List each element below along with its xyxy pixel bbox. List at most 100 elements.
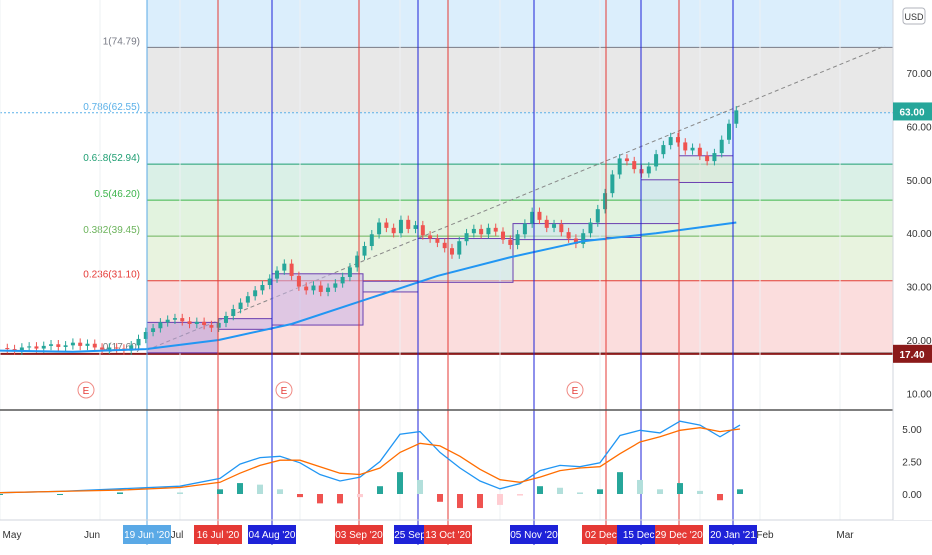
macd-histogram-bar	[637, 479, 643, 494]
candle-body	[114, 347, 119, 349]
candle-body	[486, 227, 491, 235]
candle-body	[610, 174, 615, 194]
candle-body	[727, 123, 731, 140]
low-price-label: 17.40	[899, 350, 924, 361]
date-flag	[335, 525, 383, 544]
candle-body	[391, 227, 396, 234]
candle-body	[136, 338, 141, 346]
macd-histogram-bar	[477, 494, 483, 509]
time-axis-label: Mar	[836, 530, 854, 541]
candle-body	[428, 235, 433, 239]
candle-body	[544, 219, 549, 228]
macd-histogram-bar	[697, 490, 703, 494]
candle-body	[340, 276, 345, 284]
candle-body	[515, 234, 520, 245]
earnings-label: E	[572, 386, 579, 397]
candle-body	[442, 242, 447, 249]
fib-zone	[147, 47, 893, 113]
candle-body	[449, 248, 454, 255]
currency-label: USD	[904, 12, 924, 22]
date-flag	[617, 525, 665, 544]
candle-body	[362, 246, 367, 256]
moving-average-line	[0, 221, 737, 353]
candle-body	[406, 219, 411, 229]
candle-body	[603, 193, 608, 210]
date-flag-label: 29 Dec '20	[655, 530, 703, 541]
candle-body	[238, 302, 243, 310]
candle-body	[566, 232, 571, 239]
earnings-label: E	[281, 386, 288, 397]
date-flag-label: 15 Dec '	[623, 530, 659, 541]
macd-histogram-bar	[357, 494, 363, 498]
macd-histogram-bar	[237, 483, 243, 494]
candle-body	[289, 263, 294, 276]
price-tick: 70.00	[906, 69, 931, 80]
date-flag-label: 04 Aug '20	[249, 530, 296, 541]
candle-body	[194, 321, 199, 324]
macd-tick: 5.00	[902, 425, 922, 436]
earnings-icon[interactable]	[77, 381, 95, 399]
candle-body	[100, 347, 105, 350]
date-flag-label: 25 Sep '20	[394, 530, 442, 541]
candle-body	[573, 238, 578, 244]
candle-body	[646, 166, 651, 174]
candle-body	[595, 209, 600, 223]
earnings-label: E	[83, 386, 90, 397]
candle-body	[697, 147, 702, 156]
candle-body	[19, 347, 24, 351]
candle-body	[654, 154, 659, 167]
candle-body	[260, 284, 265, 291]
signal-line	[0, 427, 741, 494]
macd-histogram-bar	[0, 494, 3, 495]
candle-body	[690, 147, 695, 151]
time-axis-label: Jul	[171, 530, 184, 541]
candle-body	[617, 158, 622, 175]
candle-body	[719, 139, 724, 154]
candle-body	[5, 348, 10, 350]
candle-body	[180, 318, 185, 322]
candle-body	[457, 241, 462, 255]
candle-body	[333, 283, 338, 288]
fib-level-label: 0(17.60)	[103, 342, 140, 353]
candle-body	[27, 346, 32, 348]
earnings-icon[interactable]	[275, 381, 293, 399]
macd-histogram-bar	[57, 494, 63, 495]
macd-histogram-bar	[657, 489, 663, 494]
price-tick: 50.00	[906, 176, 931, 187]
candle-body	[275, 270, 280, 279]
candle-body	[530, 211, 535, 224]
fib-level-label: 0.618(52.94)	[83, 153, 140, 164]
fib-level-label: 1(74.79)	[103, 36, 140, 47]
price-tick: 10.00	[906, 389, 931, 400]
candle-body	[253, 290, 258, 297]
candle-body	[216, 322, 221, 328]
fib-level-label: 0.382(39.45)	[83, 225, 140, 236]
macd-histogram-bar	[177, 492, 183, 494]
candle-body	[318, 285, 323, 292]
fib-level-label: 0.786(62.55)	[83, 102, 140, 113]
price-tick: 40.00	[906, 229, 931, 240]
candle-body	[49, 344, 54, 346]
macd-histogram-bar	[437, 494, 443, 502]
candle-body	[705, 155, 710, 162]
candle-body	[420, 225, 425, 236]
date-flag-label: 13 Oct '20	[425, 530, 471, 541]
candle-body	[187, 321, 192, 324]
candle-body	[537, 211, 542, 220]
trend-line	[146, 45, 886, 351]
candle-body	[413, 225, 418, 229]
earnings-icon[interactable]	[566, 381, 584, 399]
candle-body	[347, 267, 352, 277]
candle-body	[56, 344, 61, 347]
candle-body	[712, 153, 717, 162]
candle-body	[552, 224, 557, 228]
candle-body	[143, 331, 148, 339]
candle-body	[107, 347, 112, 350]
candle-body	[639, 169, 644, 174]
macd-histogram-bar	[617, 472, 623, 494]
candle-body	[588, 222, 593, 234]
currency-button[interactable]	[902, 7, 926, 25]
candle-body	[464, 233, 469, 242]
candle-body	[12, 349, 17, 351]
